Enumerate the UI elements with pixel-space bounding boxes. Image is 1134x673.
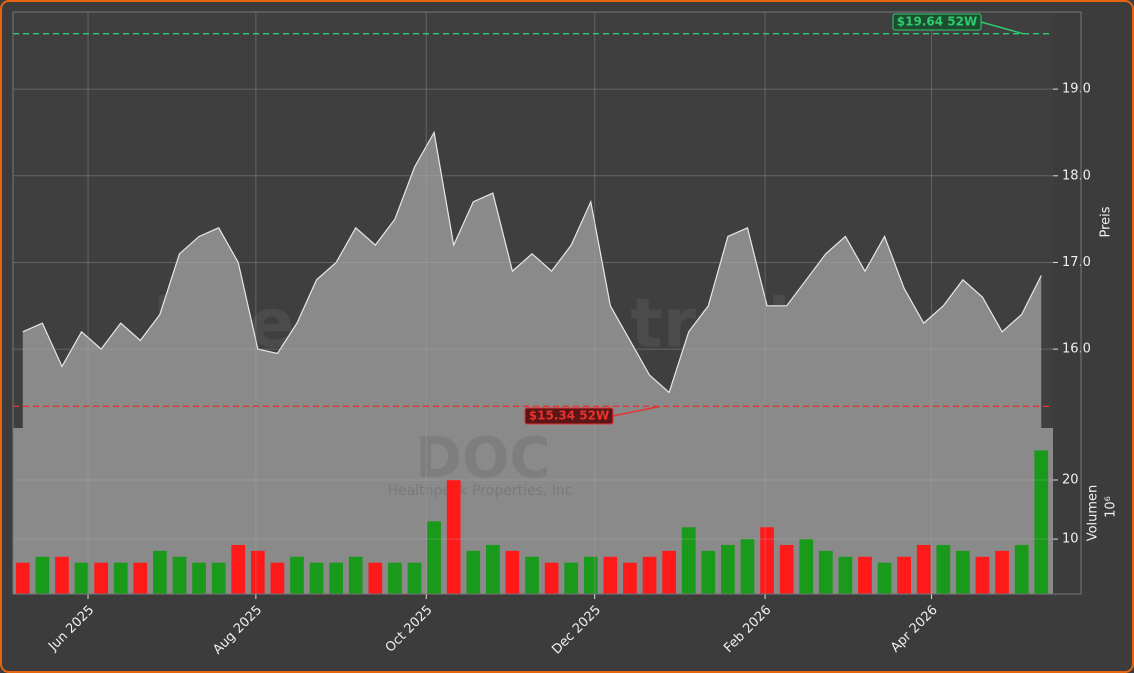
- volume-bar: [309, 562, 324, 594]
- y-axis-label: Volumen: [1086, 485, 1101, 542]
- y-tick-label: 19.0: [1062, 82, 1091, 97]
- plot-border: [12, 11, 1082, 595]
- watermark: Healthpeak Properties, Inc: [388, 483, 573, 499]
- volume-bar: [153, 550, 167, 594]
- volume-bar: [701, 550, 716, 594]
- volume-bar: [740, 539, 755, 594]
- volume-bar: [544, 562, 559, 594]
- volume-bar: [525, 556, 539, 594]
- volume-bar: [818, 550, 833, 594]
- volume-bar: [760, 527, 774, 594]
- volume-bar: [583, 556, 598, 594]
- price-area: [22, 132, 1042, 428]
- annotation-label: $15.34 52W: [529, 409, 609, 423]
- volume-bar: [427, 521, 441, 594]
- volume-bar: [1034, 450, 1049, 594]
- volume-bar: [270, 562, 285, 594]
- volume-bar: [916, 544, 931, 594]
- volume-bar: [407, 562, 422, 594]
- volume-bar: [55, 556, 69, 594]
- volume-bar: [681, 527, 696, 594]
- y-tick-label: 17.0: [1062, 255, 1091, 270]
- volume-bar: [505, 550, 520, 594]
- volume-bar: [172, 556, 187, 594]
- volume-bar: [329, 562, 344, 594]
- y-tick-label: 16.0: [1062, 342, 1091, 357]
- volume-bar: [485, 544, 500, 594]
- volume-bar: [250, 550, 265, 594]
- volume-bar: [642, 556, 657, 594]
- volume-bar: [348, 556, 363, 594]
- annotation-label: $19.64 52W: [897, 15, 977, 29]
- y-tick-label: 18.0: [1062, 168, 1091, 183]
- volume-bar: [211, 562, 226, 594]
- volume-bar: [838, 556, 853, 594]
- volume-bar: [290, 556, 304, 594]
- volume-bar: [623, 562, 637, 594]
- volume-bar: [877, 562, 892, 594]
- volume-bar: [35, 556, 50, 594]
- annotation-arrow: [612, 405, 661, 417]
- volume-bar: [113, 562, 128, 594]
- price-line: [22, 130, 1042, 394]
- y-tick-label: 20: [1062, 472, 1079, 487]
- volume-bar: [1014, 544, 1029, 594]
- volume-bar: [721, 544, 735, 594]
- volume-bar: [936, 544, 951, 594]
- watermark: DOC: [415, 426, 550, 491]
- volume-bar: [975, 556, 990, 594]
- volume-bar: [956, 550, 970, 594]
- volume-bar: [858, 556, 872, 594]
- volume-bar: [564, 562, 579, 594]
- volume-bar: [603, 556, 618, 594]
- y-tick-label: 10: [1062, 532, 1079, 547]
- volume-bar: [897, 556, 912, 594]
- annotation-box: [892, 13, 982, 31]
- volume-bar: [74, 562, 89, 594]
- volume-bar: [133, 562, 148, 594]
- volume-bar: [368, 562, 383, 594]
- volume-bar: [446, 479, 461, 594]
- volume-bar: [995, 550, 1009, 594]
- y-axis-label: Preis: [1099, 206, 1114, 237]
- volume-bar: [94, 562, 108, 594]
- volume-bar: [779, 544, 794, 594]
- y-axis-multiplier: 10⁶: [1104, 496, 1119, 518]
- volume-bar: [466, 550, 481, 594]
- volume-bar: [799, 539, 814, 594]
- volume-bar: [192, 562, 206, 594]
- volume-bar: [662, 550, 676, 594]
- annotation-arrow: [980, 21, 1024, 35]
- volume-bar: [388, 562, 402, 594]
- volume-bar: [15, 562, 30, 594]
- volume-bar: [231, 544, 246, 594]
- annotation-box: [524, 407, 614, 425]
